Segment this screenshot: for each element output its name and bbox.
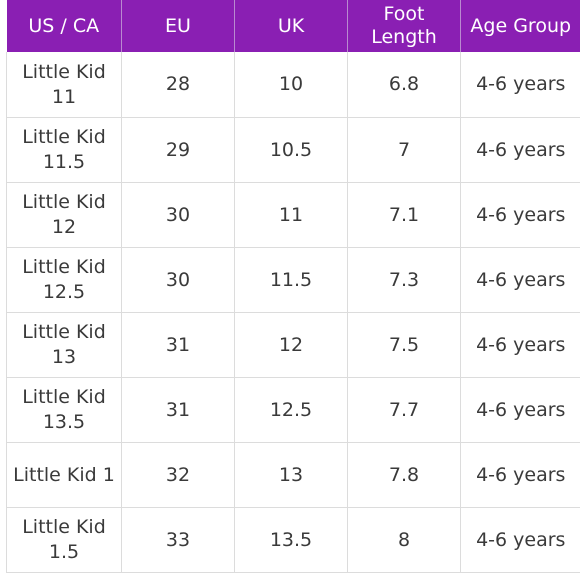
table-row: Little Kid 11.5 29 10.5 7 4-6 years: [6, 117, 580, 183]
header-us-ca: US / CA: [6, 0, 122, 52]
cell-eu: 32: [121, 442, 235, 508]
table-row: Little Kid 13.5 31 12.5 7.7 4-6 years: [6, 377, 580, 443]
table-row: Little Kid 1.5 33 13.5 8 4-6 years: [6, 507, 580, 573]
size-chart-table: US / CA EU UK Foot Length Age Group Litt…: [6, 0, 580, 573]
cell-uk: 10.5: [234, 117, 348, 183]
cell-eu: 28: [121, 52, 235, 118]
cell-uk: 11: [234, 182, 348, 248]
cell-eu: 29: [121, 117, 235, 183]
header-age-group: Age Group: [460, 0, 580, 52]
cell-us-ca: Little Kid 1.5: [6, 507, 122, 573]
cell-age-group: 4-6 years: [460, 507, 580, 573]
cell-uk: 13.5: [234, 507, 348, 573]
table-row: Little Kid 13 31 12 7.5 4-6 years: [6, 312, 580, 378]
cell-age-group: 4-6 years: [460, 442, 580, 508]
cell-foot-length: 7.5: [347, 312, 461, 378]
cell-age-group: 4-6 years: [460, 117, 580, 183]
cell-uk: 13: [234, 442, 348, 508]
cell-eu: 33: [121, 507, 235, 573]
cell-foot-length: 7: [347, 117, 461, 183]
cell-foot-length: 7.1: [347, 182, 461, 248]
header-row: US / CA EU UK Foot Length Age Group: [6, 0, 580, 52]
cell-eu: 30: [121, 247, 235, 313]
cell-age-group: 4-6 years: [460, 377, 580, 443]
cell-foot-length: 7.7: [347, 377, 461, 443]
cell-uk: 11.5: [234, 247, 348, 313]
cell-foot-length: 6.8: [347, 52, 461, 118]
cell-us-ca: Little Kid 11.5: [6, 117, 122, 183]
cell-us-ca: Little Kid 11: [6, 52, 122, 118]
cell-us-ca: Little Kid 1: [6, 442, 122, 508]
cell-uk: 12.5: [234, 377, 348, 443]
cell-age-group: 4-6 years: [460, 247, 580, 313]
cell-us-ca: Little Kid 13: [6, 312, 122, 378]
cell-age-group: 4-6 years: [460, 182, 580, 248]
table-header: US / CA EU UK Foot Length Age Group: [6, 0, 580, 52]
header-foot-length: Foot Length: [347, 0, 461, 52]
cell-uk: 10: [234, 52, 348, 118]
cell-us-ca: Little Kid 12: [6, 182, 122, 248]
cell-uk: 12: [234, 312, 348, 378]
table-body: Little Kid 11 28 10 6.8 4-6 years Little…: [6, 52, 580, 573]
cell-us-ca: Little Kid 13.5: [6, 377, 122, 443]
cell-age-group: 4-6 years: [460, 312, 580, 378]
header-uk: UK: [234, 0, 348, 52]
header-eu: EU: [121, 0, 235, 52]
table-row: Little Kid 12.5 30 11.5 7.3 4-6 years: [6, 247, 580, 313]
table-row: Little Kid 1 32 13 7.8 4-6 years: [6, 442, 580, 508]
table-row: Little Kid 11 28 10 6.8 4-6 years: [6, 52, 580, 118]
cell-us-ca: Little Kid 12.5: [6, 247, 122, 313]
cell-eu: 31: [121, 377, 235, 443]
cell-age-group: 4-6 years: [460, 52, 580, 118]
cell-eu: 31: [121, 312, 235, 378]
cell-foot-length: 8: [347, 507, 461, 573]
table-row: Little Kid 12 30 11 7.1 4-6 years: [6, 182, 580, 248]
cell-foot-length: 7.8: [347, 442, 461, 508]
cell-eu: 30: [121, 182, 235, 248]
cell-foot-length: 7.3: [347, 247, 461, 313]
